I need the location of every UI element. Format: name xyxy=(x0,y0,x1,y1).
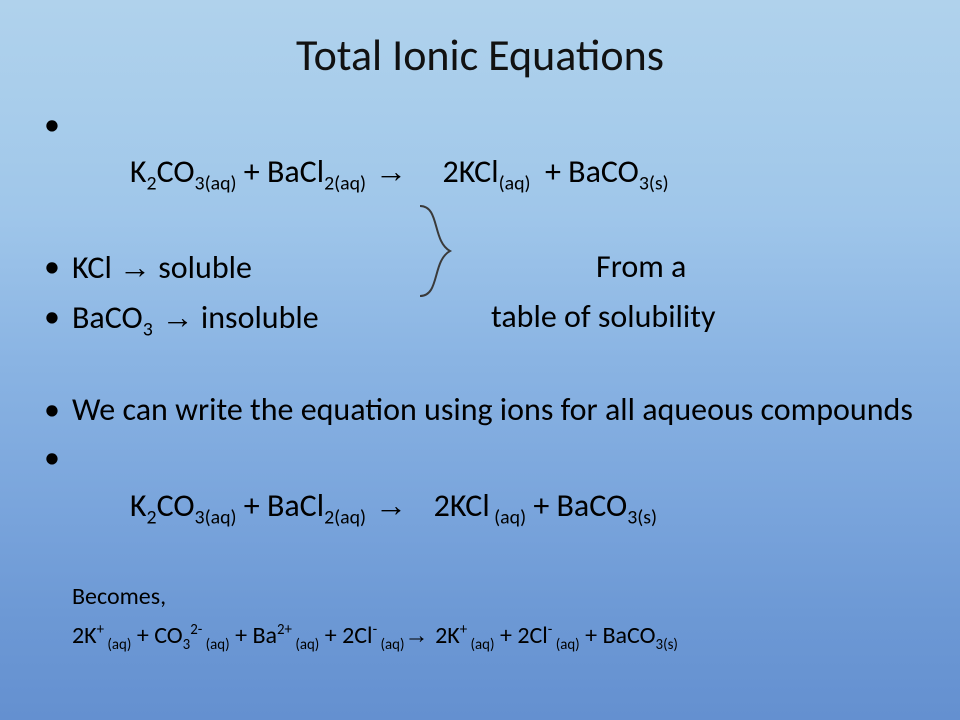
sol1-status: soluble xyxy=(151,248,252,287)
becomes-label: Becomes, xyxy=(36,582,924,611)
eq2-r2: BaCl xyxy=(267,486,324,525)
ion-t4: + 2Cl xyxy=(319,621,372,650)
ion-t6: + 2Cl xyxy=(495,621,548,650)
bullet-equation-2: K2CO3(aq) + BaCl2(aq) → 2KCl (aq) + BaCO… xyxy=(36,435,924,575)
eq1-r1sub1: 2 xyxy=(147,172,157,196)
ion-sub2b: (aq) xyxy=(202,634,229,652)
slide: Total Ionic Equations K2CO3(aq) + BaCl2(… xyxy=(0,0,960,720)
sol1-compound: KCl xyxy=(72,248,119,287)
eq2-arrow: → xyxy=(366,487,434,523)
ion-t3: + Ba xyxy=(230,621,277,650)
eq1-p2sub: 3(s) xyxy=(639,172,669,196)
ion-t1: 2K xyxy=(72,621,97,650)
eq2-r2sub: 2(aq) xyxy=(324,505,366,529)
eq2-plus1: + xyxy=(237,486,267,525)
eq1-p1sub: (aq) xyxy=(499,172,531,196)
ion-sub6: (aq) xyxy=(552,634,579,652)
eq2-p1sub: (aq) xyxy=(490,505,526,529)
ionic-equation: 2K+ (aq) + CO32- (aq) + Ba2+ (aq) + 2Cl-… xyxy=(36,619,924,653)
bullet-solubility-1: KCl → soluble From a xyxy=(36,244,924,291)
ion-arrow: → xyxy=(404,622,435,649)
bullet-solubility-2: BaCO3 → insoluble table of solubility xyxy=(36,294,924,341)
sol1-arrow: → xyxy=(119,249,151,285)
eq2-r1b: CO xyxy=(157,486,195,525)
eq1-plus2: + xyxy=(531,152,569,191)
sol2-status: insoluble xyxy=(194,298,319,337)
bullet-list: K2CO3(aq) + BaCl2(aq) → 2KCl(aq) + BaCO3… xyxy=(36,102,924,576)
eq1-r1a: K xyxy=(130,152,147,191)
slide-content: K2CO3(aq) + BaCl2(aq) → 2KCl(aq) + BaCO3… xyxy=(0,102,960,652)
eq2-p1: KCl xyxy=(450,486,490,525)
sol2-right: table of solubility xyxy=(491,294,715,340)
ion-sup2: 2- xyxy=(190,620,202,638)
eq1-p1c: 2 xyxy=(443,152,459,191)
ion-sup1: + xyxy=(97,620,104,638)
ion-sub1: (aq) xyxy=(104,634,131,652)
sol2-sub: 3 xyxy=(143,317,153,341)
eq2-r1sub1: 2 xyxy=(147,505,157,529)
ion-sub3: (aq) xyxy=(292,634,319,652)
ion-sub5: (aq) xyxy=(467,634,494,652)
eq2-p2: BaCO xyxy=(557,486,628,525)
sol2-compound: BaCO xyxy=(72,298,143,337)
ion-sub4: (aq) xyxy=(377,634,404,652)
eq1-arrow: → xyxy=(366,153,442,189)
ion-sup3: 2+ xyxy=(277,620,292,638)
eq1-p2: BaCO xyxy=(568,152,639,191)
slide-title: Total Ionic Equations xyxy=(0,0,960,102)
sol2-arrow: → xyxy=(153,299,194,335)
eq1-plus1: + xyxy=(237,152,267,191)
eq2-p1c: 2 xyxy=(434,486,450,525)
eq1-r1sub2: 3(aq) xyxy=(195,172,237,196)
ion-t7: + BaCO xyxy=(580,621,656,650)
eq2-r1a: K xyxy=(130,486,147,525)
eq1-r2sub: 2(aq) xyxy=(324,172,366,196)
bullet-equation-1: K2CO3(aq) + BaCl2(aq) → 2KCl(aq) + BaCO3… xyxy=(36,102,924,242)
eq1-r2: BaCl xyxy=(267,152,324,191)
bullet-statement: We can write the equation using ions for… xyxy=(36,387,924,433)
eq2-r1sub2: 3(aq) xyxy=(195,505,237,529)
eq2-p2sub: 3(s) xyxy=(627,505,657,529)
ion-t2: + CO xyxy=(131,621,182,650)
sol1-right: From a xyxy=(596,244,686,290)
ion-t5: 2K xyxy=(435,621,460,650)
ion-sub7: 3(s) xyxy=(656,634,678,652)
eq1-p1: KCl xyxy=(459,152,499,191)
eq1-r1b: CO xyxy=(157,152,195,191)
eq2-plus2: + xyxy=(526,486,556,525)
